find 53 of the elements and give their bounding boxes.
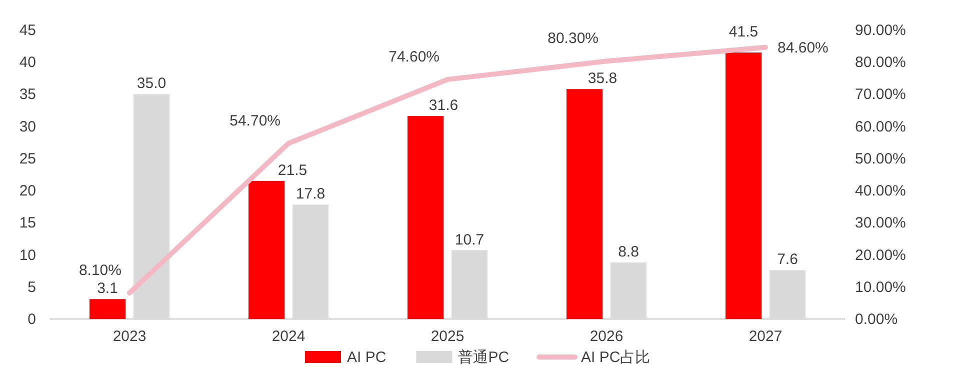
- y-tick-label: 10: [19, 246, 36, 264]
- bar: [610, 262, 646, 319]
- legend-label: AI PC占比: [581, 349, 650, 366]
- y-tick-label: 0: [28, 311, 36, 328]
- data-label: 74.60%: [388, 48, 440, 66]
- y-tick-label: 45: [19, 22, 36, 39]
- data-label: 7.6: [777, 251, 798, 268]
- bar: [408, 116, 444, 319]
- y2-tick-label: 50.00%: [855, 150, 906, 168]
- legend-label: AI PC: [347, 349, 386, 366]
- y2-tick-label: 10.00%: [855, 278, 906, 296]
- data-label: 10.7: [454, 231, 484, 248]
- y2-tick-label: 20.00%: [855, 246, 906, 264]
- bar: [90, 299, 126, 319]
- y-tick-label: 15: [19, 214, 36, 232]
- data-label: 35.8: [588, 70, 618, 88]
- y-tick-label: 40: [19, 54, 36, 72]
- data-label: 41.5: [728, 23, 758, 40]
- bar: [726, 52, 762, 319]
- y2-tick-label: 90.00%: [855, 22, 906, 39]
- y2-tick-label: 80.00%: [855, 54, 906, 72]
- bar: [134, 94, 170, 319]
- bar: [248, 180, 284, 319]
- data-label: 84.60%: [778, 39, 828, 56]
- data-label: 80.30%: [548, 30, 598, 48]
- data-label: 35.0: [136, 75, 166, 92]
- bar: [566, 89, 602, 319]
- x-tick-label: 2027: [748, 328, 782, 345]
- y-tick-label: 20: [19, 182, 36, 200]
- y2-tick-label: 60.00%: [855, 118, 906, 136]
- data-label: 17.8: [296, 186, 326, 203]
- data-label: 54.70%: [230, 112, 280, 130]
- y-tick-label: 25: [19, 150, 36, 168]
- y-tick-label: 30: [19, 118, 36, 136]
- legend-label: 普通PC: [458, 349, 510, 366]
- bar: [292, 204, 328, 319]
- y2-tick-label: 30.00%: [855, 214, 906, 232]
- y2-tick-label: 40.00%: [855, 182, 906, 200]
- y-tick-label: 5: [28, 278, 36, 296]
- data-label: 21.5: [278, 162, 308, 179]
- x-tick-label: 2025: [430, 328, 464, 345]
- bar: [770, 270, 806, 319]
- data-label: 3.1: [97, 280, 118, 298]
- data-label: 8.10%: [78, 262, 122, 279]
- x-tick-label: 2026: [590, 328, 624, 345]
- y-tick-label: 35: [19, 86, 36, 104]
- y2-tick-label: 0.00%: [855, 311, 898, 328]
- data-label: 31.6: [428, 97, 458, 114]
- x-tick-label: 2023: [112, 328, 146, 345]
- data-label: 8.8: [618, 243, 639, 260]
- x-tick-label: 2024: [272, 328, 306, 345]
- bar: [452, 250, 488, 319]
- y2-tick-label: 70.00%: [855, 86, 906, 104]
